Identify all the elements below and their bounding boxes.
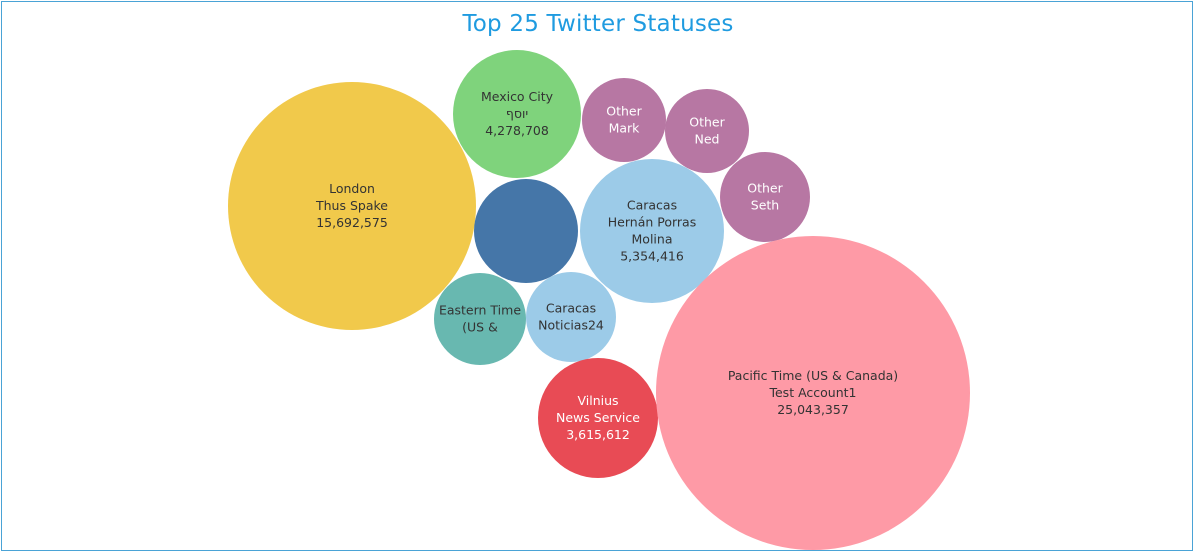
bubble-other-ned-3[interactable]: Other Ned bbox=[665, 89, 749, 173]
bubble-label: 25,043,357 bbox=[777, 402, 849, 417]
bubble-circle[interactable] bbox=[453, 50, 581, 178]
bubble-label: Thus Spake bbox=[315, 198, 388, 213]
bubble-pacific-time-us-canada-test-account1-10[interactable]: Pacific Time (US & Canada) Test Account1 2… bbox=[656, 236, 970, 550]
bubble-circle[interactable] bbox=[538, 358, 658, 478]
bubble-circle[interactable] bbox=[580, 159, 724, 303]
bubble-label: London bbox=[329, 181, 375, 196]
bubble-london-thus-spake-0[interactable]: London Thus Spake 15,692,575 bbox=[228, 82, 476, 330]
bubble-label: Other bbox=[747, 181, 783, 196]
bubble-mexico-city--1[interactable]: Mexico City יוסף 4,278,708 bbox=[453, 50, 581, 178]
bubble-other-seth-4[interactable]: Other Seth bbox=[720, 152, 810, 242]
bubble-label: Noticias24 bbox=[538, 318, 604, 333]
bubble-vilnius-news-service-9[interactable]: Vilnius News Service 3,615,612 bbox=[538, 358, 658, 478]
bubble-label: Vilnius bbox=[577, 393, 618, 408]
bubble-label: Test Account1 bbox=[768, 385, 856, 400]
chart-title: Top 25 Twitter Statuses bbox=[462, 11, 734, 37]
bubble-label: 4,278,708 bbox=[485, 123, 549, 138]
bubble-label: Mark bbox=[609, 121, 641, 136]
bubble-label: Other bbox=[689, 115, 725, 130]
bubble-label: 5,354,416 bbox=[620, 249, 684, 264]
bubble-label: 3,615,612 bbox=[566, 427, 630, 442]
bubble-label: Mexico City bbox=[481, 89, 554, 104]
bubble-other-mark-2[interactable]: Other Mark bbox=[582, 78, 666, 162]
bubble-circle[interactable] bbox=[434, 273, 526, 365]
bubble-label: (US & bbox=[462, 320, 498, 335]
bubble-label: Hernán Porras bbox=[608, 215, 696, 230]
bubble-label: Caracas bbox=[546, 301, 596, 316]
bubble-label: Caracas bbox=[627, 198, 677, 213]
bubble-unlabeled-5[interactable] bbox=[474, 179, 578, 283]
bubble-circle[interactable] bbox=[526, 272, 616, 362]
bubble-label: 15,692,575 bbox=[316, 215, 388, 230]
bubble-label: Pacific Time (US & Canada) bbox=[728, 368, 898, 383]
bubble-label: Molina bbox=[632, 232, 673, 247]
bubble-caracas-noticias24-8[interactable]: Caracas Noticias24 bbox=[526, 272, 616, 362]
bubble-eastern-time-us-7[interactable]: Eastern Time (US & bbox=[434, 273, 526, 365]
bubble-label: Seth bbox=[751, 198, 779, 213]
bubble-circle[interactable] bbox=[582, 78, 666, 162]
bubble-circle[interactable] bbox=[228, 82, 476, 330]
bubble-circle[interactable] bbox=[474, 179, 578, 283]
bubble-circle[interactable] bbox=[720, 152, 810, 242]
bubble-caracas-hern-n-porras-molina-6[interactable]: Caracas Hernán Porras Molina 5,354,416 bbox=[580, 159, 724, 303]
bubble-label: Eastern Time bbox=[439, 303, 521, 318]
bubble-label: News Service bbox=[556, 410, 640, 425]
bubble-label: Other bbox=[606, 104, 642, 119]
bubble-circle[interactable] bbox=[665, 89, 749, 173]
bubble-label: יוסף bbox=[506, 106, 528, 121]
bubble-label: Ned bbox=[695, 132, 720, 147]
bubble-circle[interactable] bbox=[656, 236, 970, 550]
